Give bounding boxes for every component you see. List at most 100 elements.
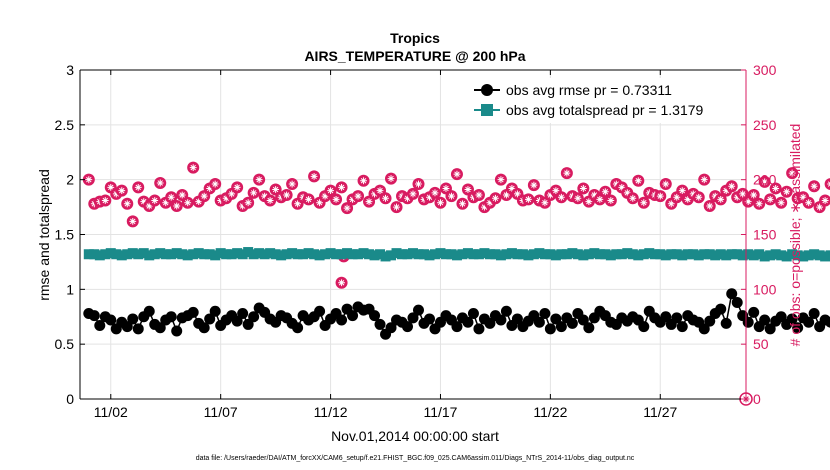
data-point <box>336 249 347 260</box>
marker-star <box>634 177 642 185</box>
data-point <box>528 249 539 260</box>
marker-star <box>459 200 466 208</box>
data-point <box>413 249 424 260</box>
data-point <box>825 316 830 328</box>
marker-star <box>503 191 510 199</box>
data-point <box>127 313 139 325</box>
marker-star <box>739 190 747 198</box>
data-point <box>309 249 320 260</box>
data-point <box>671 249 682 260</box>
data-point <box>115 184 128 197</box>
marker-star <box>327 187 334 195</box>
legend-box <box>471 78 735 123</box>
data-point <box>473 249 484 260</box>
marker-star <box>107 183 115 191</box>
marker-star <box>700 176 708 184</box>
data-point <box>265 248 276 259</box>
data-point <box>242 318 254 330</box>
data-point <box>545 249 556 260</box>
marker-star <box>492 194 499 202</box>
data-point <box>517 249 528 260</box>
marker-star <box>772 185 780 192</box>
data-point <box>786 313 798 325</box>
marker-star <box>481 203 488 211</box>
marker-star <box>233 183 241 191</box>
data-point <box>781 251 792 262</box>
marker-star <box>162 199 170 207</box>
data-point <box>231 315 243 327</box>
data-point <box>754 249 765 260</box>
data-point <box>759 251 770 262</box>
data-point <box>523 250 534 261</box>
data-point <box>534 248 545 259</box>
x-tick-label: 11/07 <box>204 404 238 420</box>
data-point <box>578 250 589 261</box>
data-point <box>561 249 572 260</box>
data-point <box>138 248 149 259</box>
data-point <box>632 174 645 187</box>
marker-star <box>805 199 813 207</box>
marker-star <box>371 190 378 198</box>
legend: obs avg rmse pr = 0.73311 obs avg totals… <box>471 78 735 123</box>
data-point <box>209 305 221 317</box>
marker-star <box>178 191 186 199</box>
data-point <box>753 197 766 210</box>
data-point <box>638 249 649 260</box>
marker-star <box>151 197 159 204</box>
data-point <box>622 248 633 259</box>
marker-star <box>118 187 126 195</box>
data-point <box>666 249 677 260</box>
x-tick-label: 11/02 <box>94 404 128 420</box>
data-point <box>692 191 705 204</box>
data-point <box>809 249 820 260</box>
data-point <box>385 322 397 334</box>
data-point <box>798 251 809 262</box>
marker-star <box>112 190 120 198</box>
y-tick-label-left: 0.5 <box>55 336 75 352</box>
data-point <box>369 250 380 261</box>
marker-star <box>629 194 637 202</box>
marker-star <box>228 190 236 198</box>
data-point <box>248 311 260 323</box>
marker-star <box>816 203 824 211</box>
marker-star <box>305 196 312 203</box>
data-point <box>386 250 397 261</box>
data-point <box>802 196 815 209</box>
data-point <box>616 249 627 260</box>
data-point <box>292 249 303 260</box>
data-point <box>467 307 479 319</box>
marker-star <box>250 189 258 197</box>
data-point <box>89 249 100 260</box>
data-point <box>423 313 435 325</box>
data-point <box>550 313 562 325</box>
data-point <box>787 249 798 260</box>
data-point <box>803 250 814 261</box>
series-0 <box>83 288 830 340</box>
marker-star <box>579 185 587 192</box>
data-point <box>808 307 820 319</box>
data-point <box>397 249 408 260</box>
data-point <box>654 190 667 203</box>
data-point <box>764 323 776 335</box>
data-point <box>364 249 375 260</box>
plot-area <box>82 161 830 406</box>
marker-star <box>728 182 736 190</box>
data-point <box>171 248 182 259</box>
data-point <box>232 248 243 259</box>
marker-star <box>173 202 181 210</box>
data-point <box>550 250 561 261</box>
y-axis-label-right: # of obs: o=possible; ∗=assimilated <box>787 124 803 347</box>
data-point <box>583 322 595 334</box>
marker-star <box>783 188 791 196</box>
marker-star <box>206 185 214 192</box>
x-tick-label: 11/12 <box>314 404 348 420</box>
marker-star <box>448 192 455 200</box>
data-point <box>726 288 738 300</box>
data-point <box>434 196 447 209</box>
marker-star <box>596 196 604 203</box>
data-point <box>286 178 299 191</box>
data-point <box>105 314 117 326</box>
data-point <box>198 322 210 334</box>
y-tick-label-right: 200 <box>753 172 777 188</box>
data-point <box>412 178 425 191</box>
